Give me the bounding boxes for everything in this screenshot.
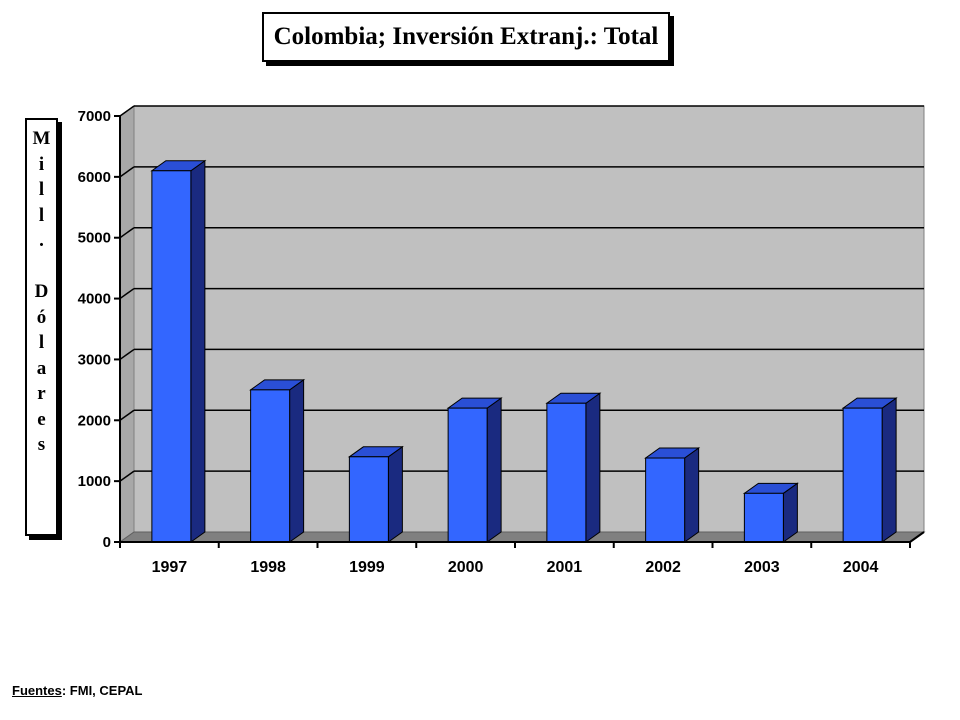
y-axis-label-char: . [39,230,44,251]
y-axis-label-char: r [37,383,46,404]
bar-side [684,447,700,543]
x-tick-label: 1998 [250,559,286,576]
x-tick-label: 1999 [349,559,385,576]
bar [250,389,291,543]
bar [348,456,389,543]
y-axis-label-char: M [32,128,51,149]
y-tick-label: 6000 [78,169,111,186]
bar [645,457,686,543]
x-tick-label: 2001 [547,559,583,576]
source-label: Fuentes [12,683,62,698]
gridline-side [119,409,135,421]
y-axis-label-char: l [38,204,45,226]
y-axis-label-char: ó [36,306,47,328]
bars [150,159,898,543]
bar-side [486,397,502,543]
gridline-side [119,470,135,482]
axes: 0 1000 2000 3000 4000 5000 6000 7000 1997 1998 199… [78,108,925,576]
bar [447,407,488,543]
source-separator: : [61,683,67,698]
y-axis-label-char: a [36,357,47,379]
y-tick-label: 7000 [78,108,111,125]
gridline-side [119,105,135,117]
x-tick-label: 1997 [152,559,188,576]
source-text: FMI, CEPAL [66,683,143,698]
y-tick-label: 0 [103,534,111,551]
y-axis-label-char: l [38,332,45,353]
x-tick-label: 2003 [744,559,780,576]
bar [842,407,883,543]
y-axis-label-char: s [37,434,46,455]
bar-side [881,397,897,543]
plot-floor [118,531,926,543]
source-note: Fuentes: FMI, CEPAL [12,683,143,698]
x-tick-label: 2000 [448,559,484,576]
chart-title: Colombia; Inversión Extranj.: Total [262,12,670,62]
bar [743,492,784,543]
bar [546,402,587,543]
y-axis-label-char: l [38,179,45,200]
bar-side [387,445,403,543]
bar [151,170,192,543]
gridline-side [119,227,135,239]
gridline-side [119,287,135,300]
plot-area [118,105,926,543]
bar-side [585,392,601,543]
y-axis-label-char: i [38,153,45,175]
gridline-side [119,166,135,178]
bar-side [190,159,206,543]
x-tick-label: 2004 [843,559,879,576]
bar-side [289,378,305,543]
y-tick-label: 3000 [78,351,111,368]
y-tick-label: 2000 [78,412,111,429]
y-tick-label: 1000 [78,473,111,490]
x-tick-label: 2002 [645,559,681,576]
y-axis-label-char: e [37,408,46,430]
y-tick-label: 5000 [78,230,111,247]
gridline-side [119,348,135,361]
y-axis-label-char: D [34,281,49,302]
x-axis-end [909,531,925,543]
y-tick-label: 4000 [78,291,111,308]
